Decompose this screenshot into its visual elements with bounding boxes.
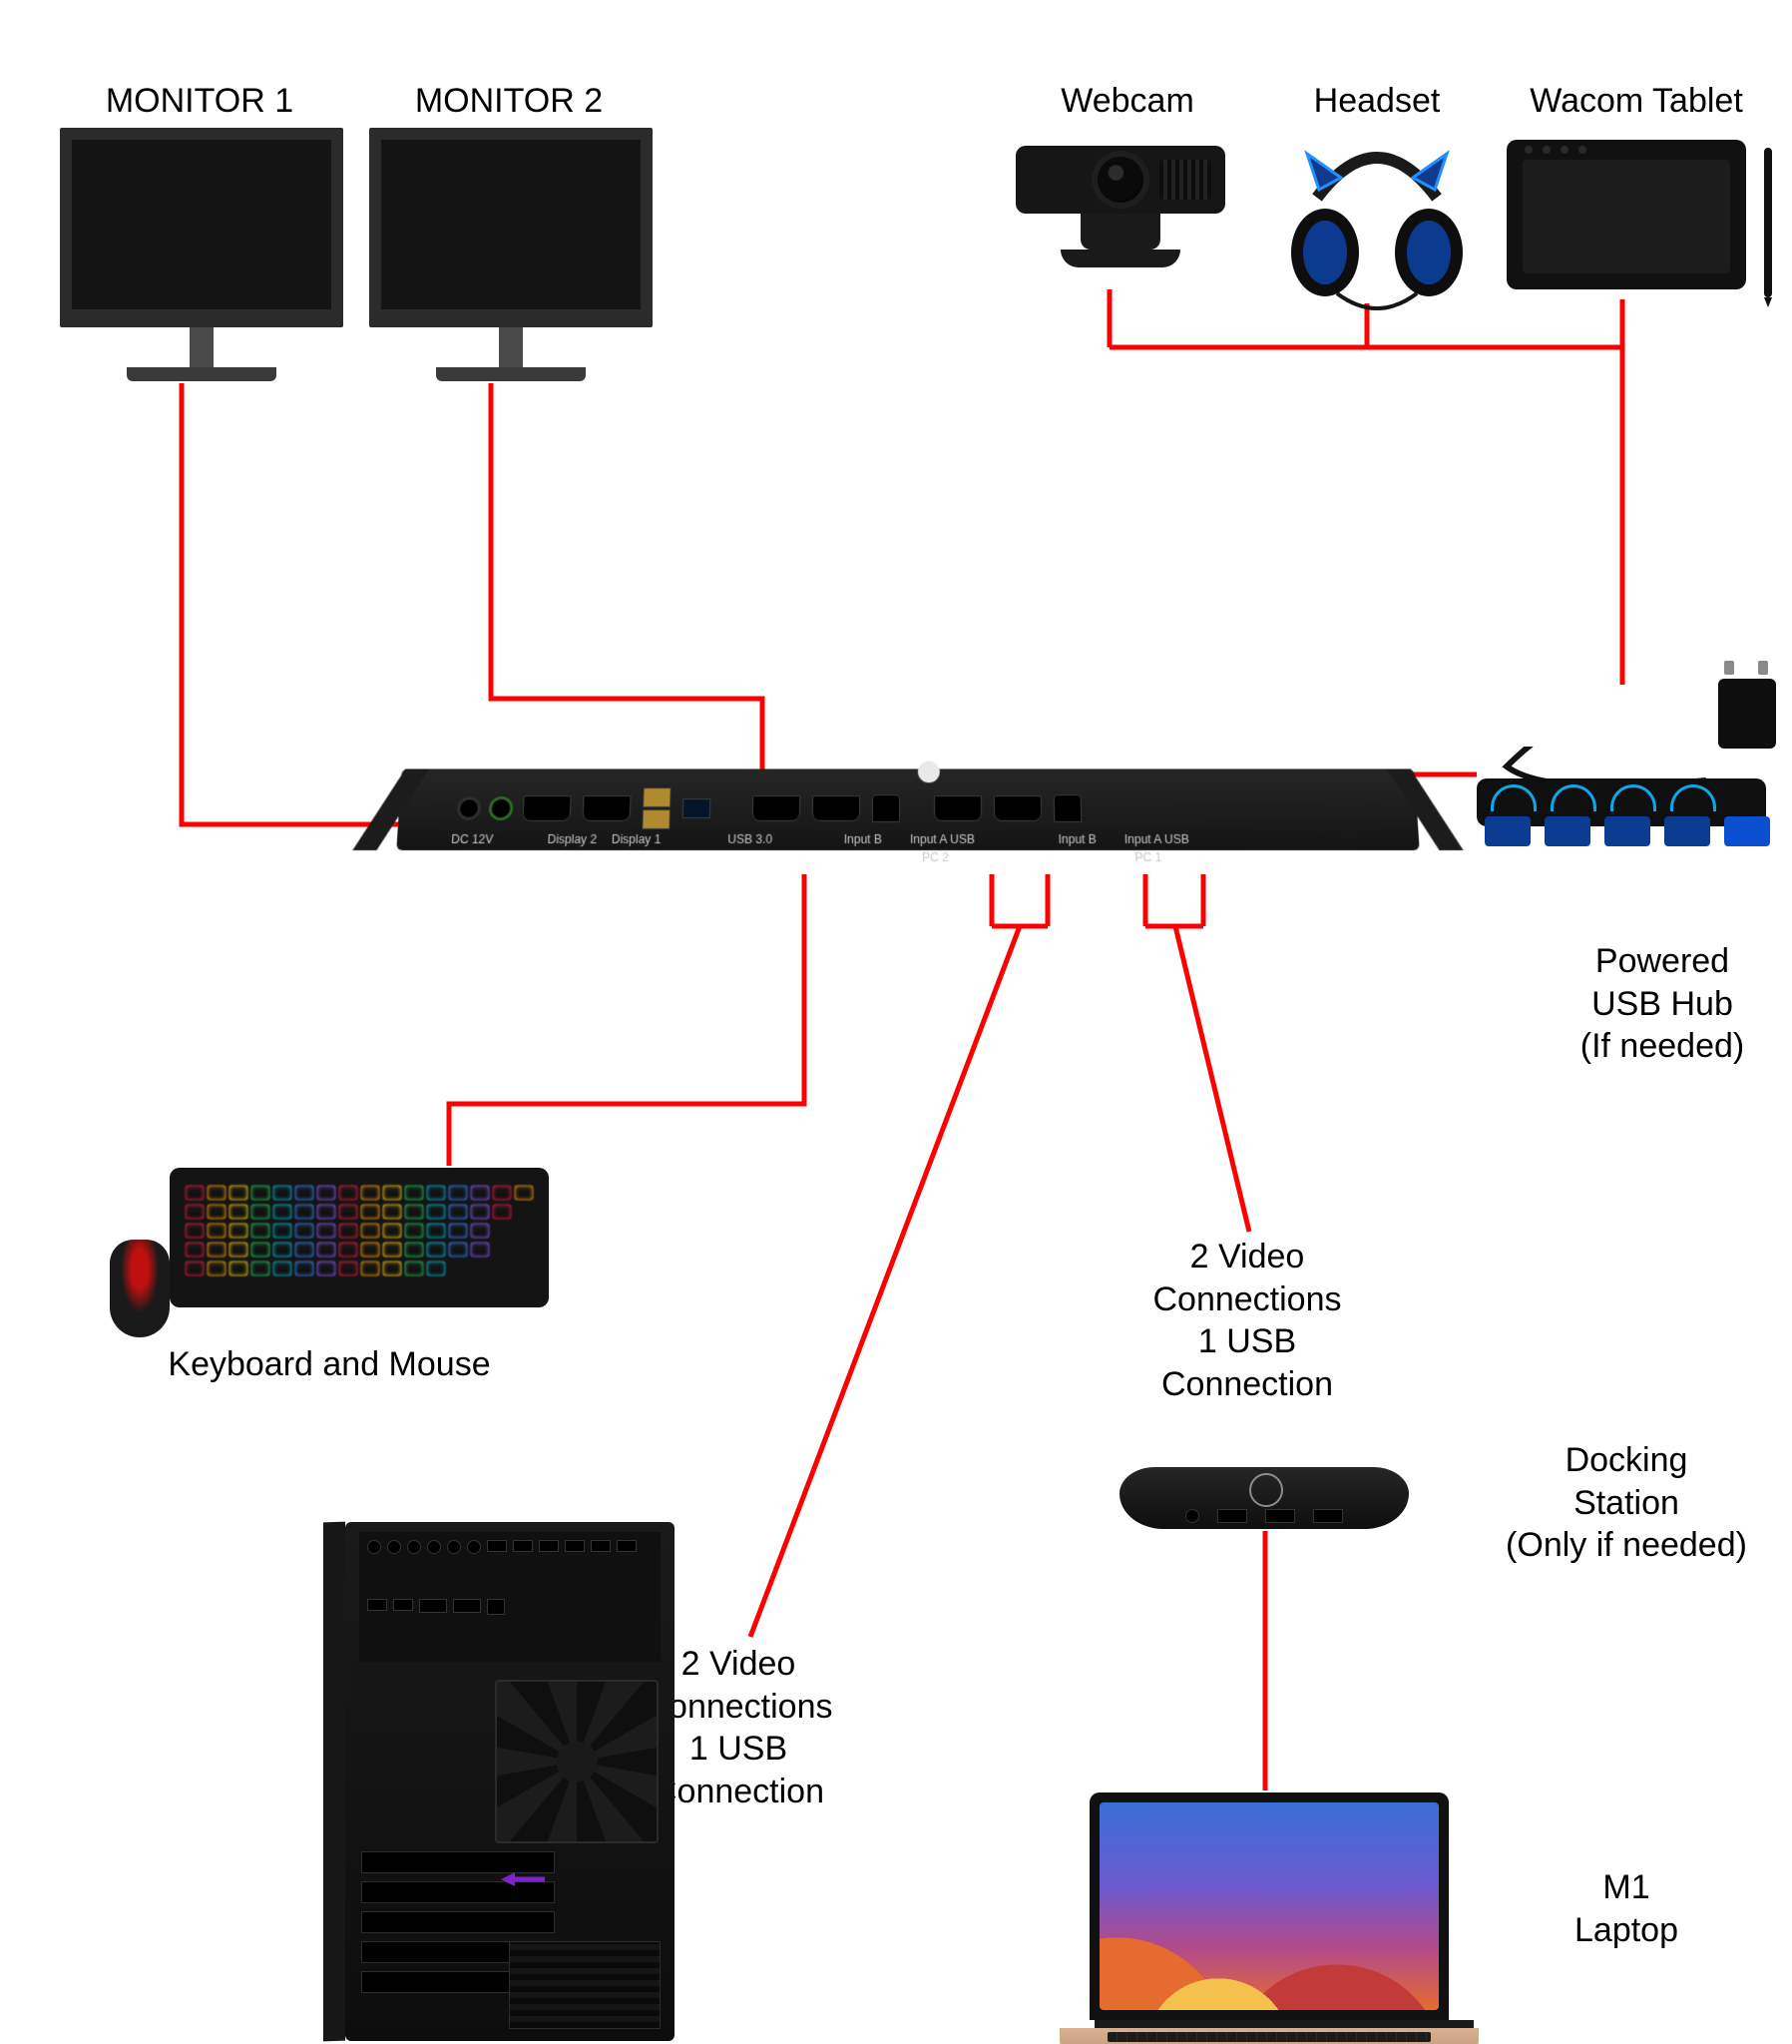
laptop-wallpaper [1100,1802,1439,2010]
monitor-2 [369,128,653,381]
usb-hub-label: Powered USB Hub (If needed) [1533,940,1792,1068]
kvm-port-label-inputb: Input B [844,832,882,846]
docking-station [1120,1467,1409,1529]
pc-rear-io [359,1532,661,1662]
pc-fan [495,1680,659,1843]
headset [1287,128,1467,317]
laptop-label: M1 Laptop [1507,1866,1746,1951]
kvm-pc2-label: PC 2 [922,850,949,864]
dock-logo-icon [1249,1473,1283,1507]
headset-label: Headset [1277,80,1477,123]
powered-usb-hub [1477,778,1766,826]
monitor-1 [60,128,343,381]
kvm-ports [458,788,1358,828]
kvm-port-label-inputa-usb2: Input A USB [1124,832,1189,846]
wacom-label: Wacom Tablet [1487,80,1786,123]
monitor2-label: MONITOR 2 [369,80,649,123]
kvm-port-label-inputa-usb: Input A USB [910,832,975,846]
wire-kvm-to-kb [449,874,804,1166]
kvm-port-label-d2: Display 2 [547,832,597,846]
m1-laptop [1090,1792,1479,2044]
pc1-conn-label: 2 Video Connections 1 USB Connection [1108,1236,1387,1405]
wire-pc1-down [1175,926,1249,1232]
wire-monitor2-to-kvm [491,383,762,790]
webcam [1016,146,1225,267]
wacom-tablet [1507,140,1746,289]
kvm-port-label-d1: Display 1 [612,832,662,846]
kvm-port-label-inputb2: Input B [1058,832,1096,846]
kvm-port-label-usb3: USB 3.0 [727,832,772,846]
wire-monitor1-to-kvm [182,383,619,824]
desktop-pc [345,1522,674,2041]
kvm-port-label-dc: DC 12V [451,832,494,846]
webcam-label: Webcam [1008,80,1247,123]
mouse [110,1240,170,1337]
docking-station-label: Docking Station (Only if needed) [1467,1439,1786,1567]
wire-pc2-down [750,926,1020,1637]
keyboard-and-mouse [170,1168,549,1307]
monitor1-label: MONITOR 1 [60,80,339,123]
pc-psu [509,1941,661,2029]
keyboard [170,1168,549,1307]
kvm-switch: DC 12V Display 2 Display 1 USB 3.0 Input… [399,768,1417,850]
keyboard-mouse-label: Keyboard and Mouse [120,1343,539,1386]
kvm-pc1-label: PC 1 [1134,850,1161,864]
purple-arrow-icon [501,1871,545,1887]
